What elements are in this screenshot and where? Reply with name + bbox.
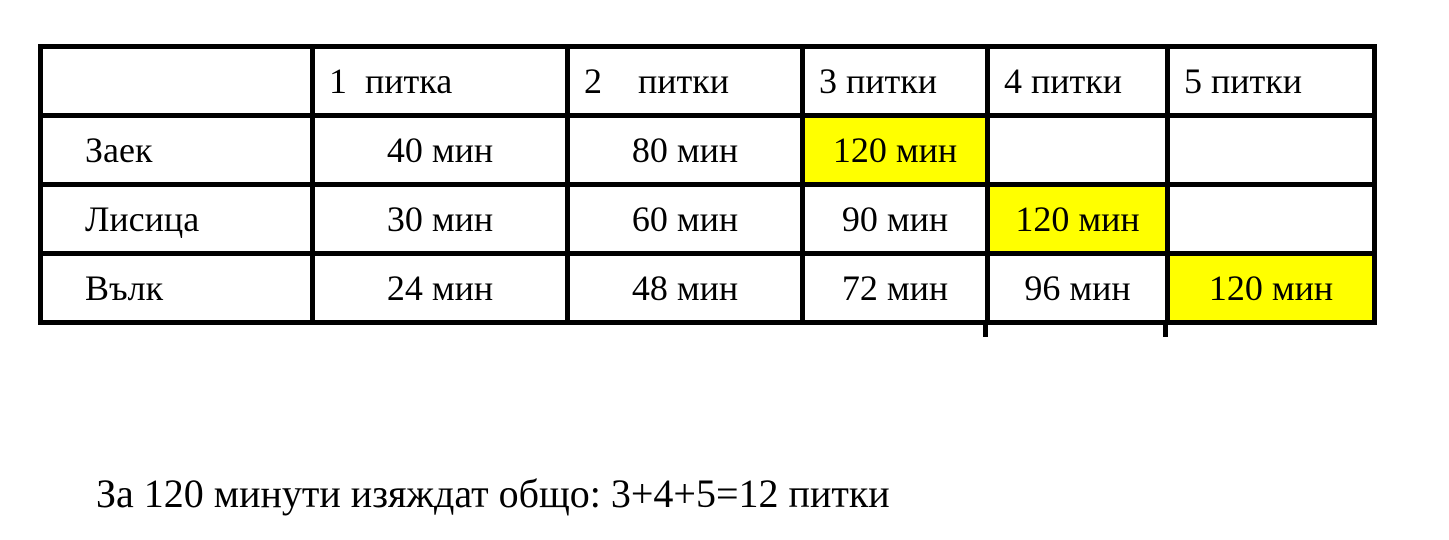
data-cell: 30 мин [310, 182, 570, 256]
data-cell [1165, 182, 1377, 256]
data-cell: 60 мин [565, 182, 805, 256]
data-cell [1165, 113, 1377, 187]
data-cell: 48 мин [565, 251, 805, 325]
eating-times-table: 1 питка 2 питки 3 питки 4 питки 5 питки … [38, 44, 1377, 325]
data-cell-highlighted: 120 мин [985, 182, 1170, 256]
row-label: Заек [38, 113, 315, 187]
data-cell-highlighted: 120 мин [1165, 251, 1377, 325]
solution-line-1: За 120 минути изяждат общо: 3+4+5=12 пит… [96, 471, 890, 516]
data-cell: 40 мин [310, 113, 570, 187]
data-cell-highlighted: 120 мин [800, 113, 990, 187]
data-cell: 72 мин [800, 251, 990, 325]
corner-cell [38, 44, 315, 118]
column-header: 1 питка [310, 44, 570, 118]
table-row: Лисица 30 мин 60 мин 90 мин 120 мин [38, 182, 1377, 256]
solution-text: За 120 минути изяждат общо: 3+4+5=12 пит… [80, 376, 890, 540]
border-stub [1163, 324, 1168, 337]
data-cell: 90 мин [800, 182, 990, 256]
row-label: Лисица [38, 182, 315, 256]
column-header: 4 питки [985, 44, 1170, 118]
data-cell: 80 мин [565, 113, 805, 187]
table-header-row: 1 питка 2 питки 3 питки 4 питки 5 питки [38, 44, 1377, 118]
table-row: Вълк 24 мин 48 мин 72 мин 96 мин 120 мин [38, 251, 1377, 325]
eating-times-table-wrap: 1 питка 2 питки 3 питки 4 питки 5 питки … [38, 44, 1377, 337]
data-cell [985, 113, 1170, 187]
border-stub [983, 324, 988, 337]
column-header: 3 питки [800, 44, 990, 118]
table-row: Заек 40 мин 80 мин 120 мин [38, 113, 1377, 187]
data-cell: 96 мин [985, 251, 1170, 325]
data-cell: 24 мин [310, 251, 570, 325]
column-header: 5 питки [1165, 44, 1377, 118]
row-label: Вълк [38, 251, 315, 325]
column-header: 2 питки [565, 44, 805, 118]
